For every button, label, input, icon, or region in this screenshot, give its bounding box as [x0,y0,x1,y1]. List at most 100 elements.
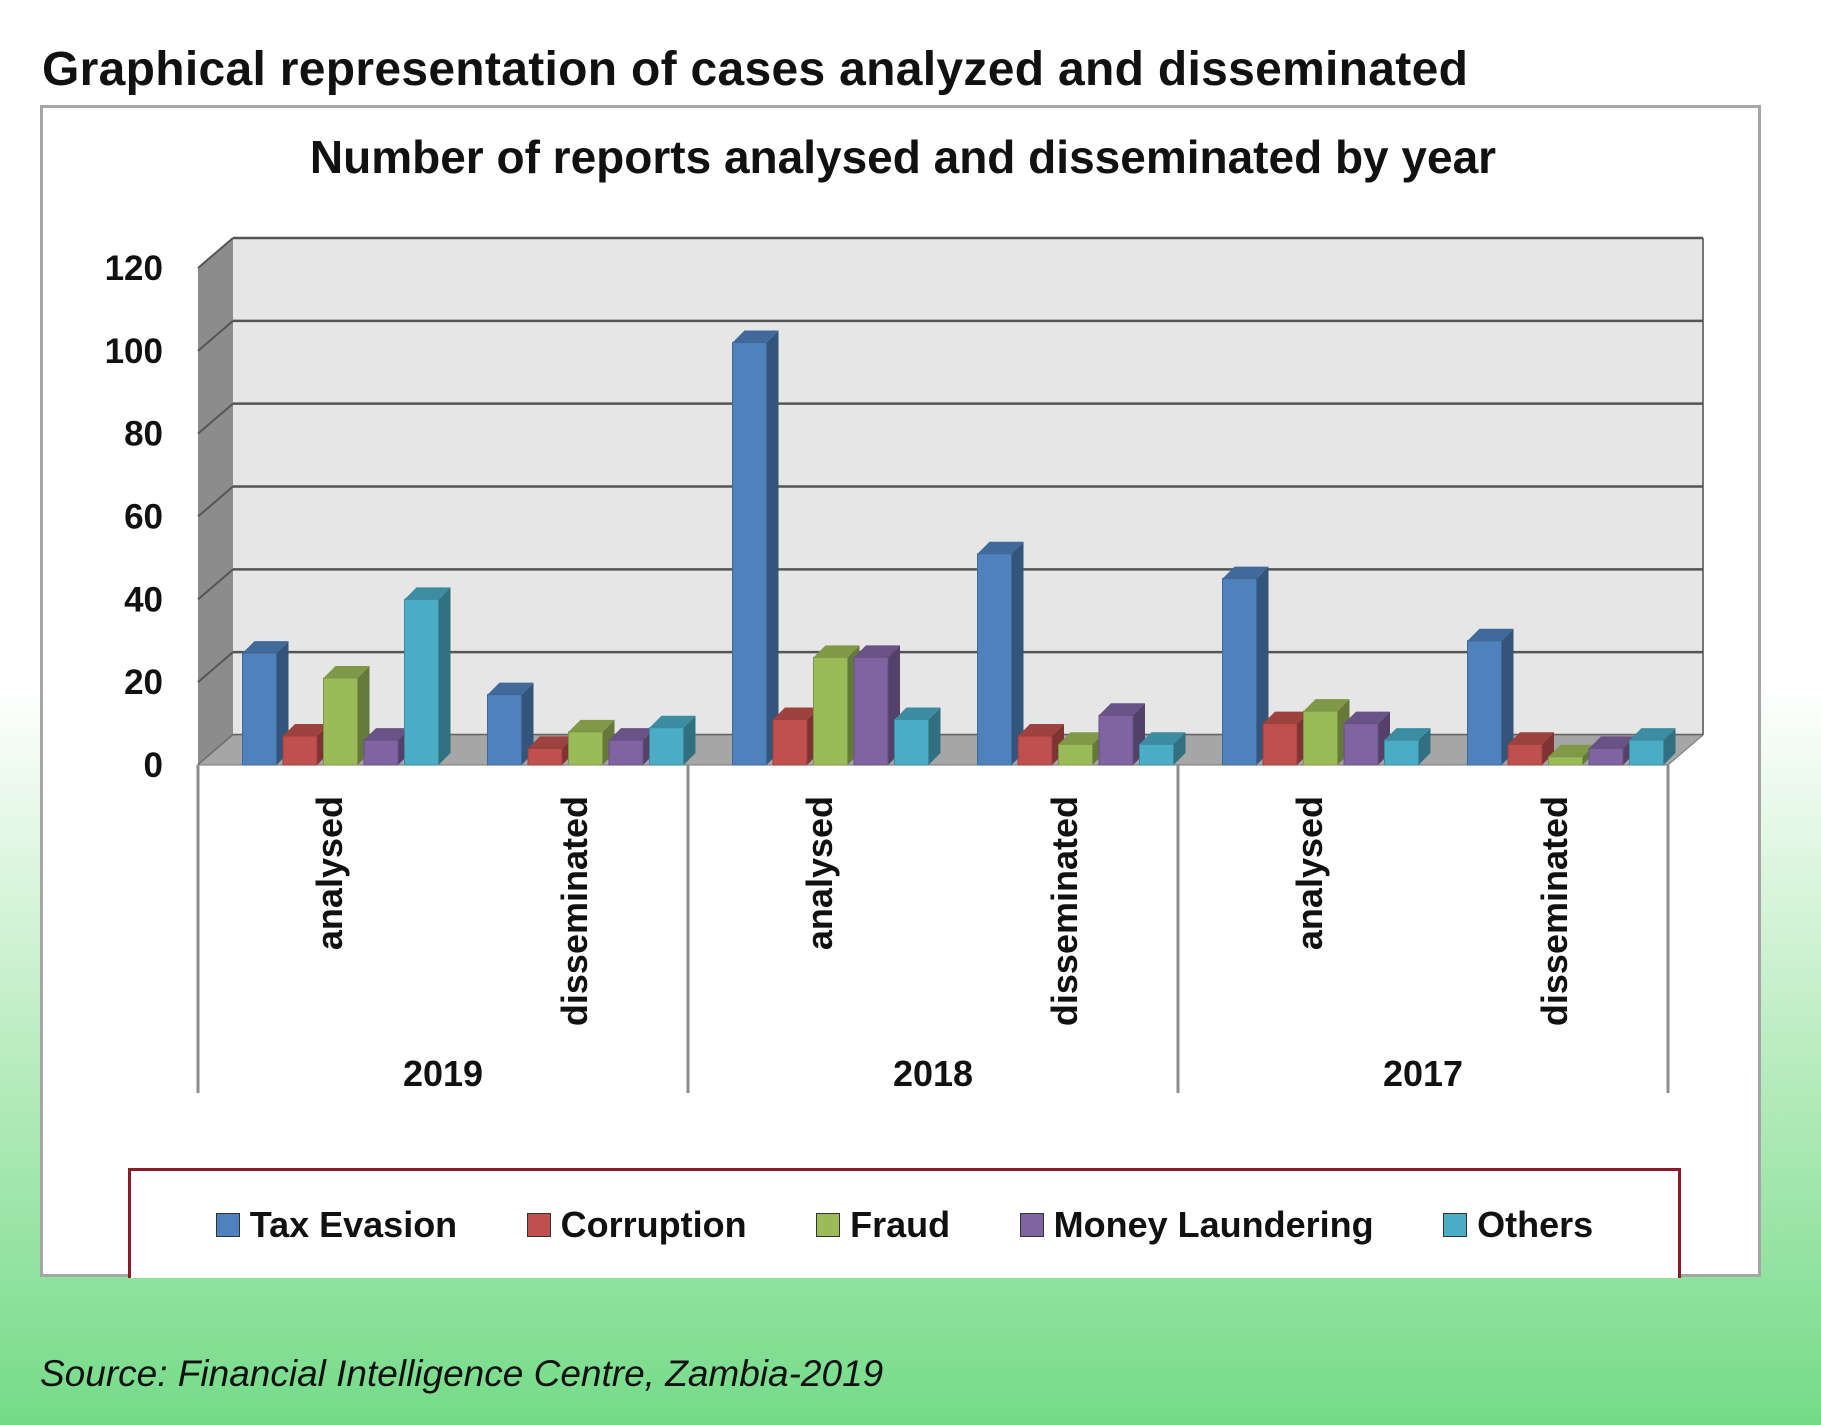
bar [1058,743,1093,766]
gridline-side [197,568,234,601]
gridline-side [197,402,234,435]
bar-top [854,645,900,658]
legend-swatch [526,1212,551,1237]
bar-side [1663,728,1676,765]
bar [568,731,603,766]
legend-item: Corruption [526,1203,747,1246]
bar-top [1018,724,1064,737]
bar-side [438,587,451,765]
legend-label: Fraud [850,1203,951,1245]
bar-top [894,707,941,720]
x-group-label: 2018 [893,1053,973,1094]
y-tick-label: 120 [105,249,163,288]
bar-top [1548,744,1595,757]
bar-side [1256,566,1269,765]
bar [1467,640,1502,766]
bar [649,727,684,766]
x-subcategory-label: analysed [799,796,840,950]
bar [1139,743,1174,766]
x-subcategory-label: disseminated [1044,796,1085,1026]
legend-label: Corruption [560,1203,747,1245]
bar [242,652,277,766]
bar-chart: Number of reports analysed and dissemina… [105,131,1705,1094]
bar-top [773,707,819,720]
y-tick-label: 80 [124,415,163,454]
bar [894,718,929,766]
bar-top [487,682,534,695]
bar [1222,578,1257,766]
bar-side [928,707,941,765]
bar-side [1501,628,1514,765]
bar [1017,735,1053,766]
x-group-label: 2019 [403,1053,483,1094]
bar-top [1384,728,1431,741]
bar [608,739,644,766]
bar-top [1303,699,1350,712]
bar [772,718,808,766]
bar-top [1467,628,1514,641]
legend-item: Fraud [816,1204,950,1246]
bar [1384,739,1419,766]
bar-side [683,715,696,765]
bar [1262,723,1298,766]
bar-top [1589,736,1635,749]
x-subcategory-label: disseminated [1534,796,1575,1026]
gridline-side [197,237,234,269]
page-heading: Graphical representation of cases analyz… [42,43,1469,96]
chart-title: Number of reports analysed and dissemina… [310,131,1496,183]
bar [1303,710,1338,766]
legend-label: Money Laundering [1053,1203,1374,1245]
chart-frame: Number of reports analysed and dissemina… [40,105,1761,1277]
bar [1588,747,1624,766]
gridline-side [197,651,234,683]
bar-top [1139,732,1186,745]
bar-side [766,330,779,765]
legend-swatch [1019,1212,1044,1237]
bar-top [609,728,655,741]
bar-top [283,724,329,737]
bar-side [521,682,534,765]
x-subcategory-label: analysed [309,796,350,950]
bar [813,656,848,766]
legend-swatch [1443,1212,1468,1237]
bar [363,739,399,766]
bar-top [568,719,615,732]
bar [527,747,563,766]
bar-top [364,728,410,741]
bar [1548,756,1583,766]
bar [977,553,1012,766]
bar-side [1542,732,1554,765]
legend-item: Money Laundering [1019,1203,1374,1246]
bar-top [1058,732,1105,745]
bar [323,677,358,766]
legend-swatch [215,1212,240,1237]
bar-top [732,330,779,343]
bar [487,694,522,766]
bar-top [1222,566,1269,579]
bar-side [1173,732,1186,765]
legend-label: Others [1477,1203,1594,1245]
chart-legend: Tax Evasion Corruption Fraud Money Launderi… [128,1168,1681,1278]
bar [1098,714,1134,766]
legend-item: Others [1443,1204,1593,1246]
bar-top [1344,711,1390,724]
x-group-label: 2017 [1383,1053,1463,1094]
bar [1343,723,1379,766]
bar [1507,743,1543,766]
x-subcategory-label: analysed [1289,796,1330,950]
bar-top [1099,703,1145,716]
bar-top [649,715,696,728]
y-tick-label: 0 [144,746,163,785]
bar-top [404,587,451,600]
gridline-side [197,485,234,518]
bar-top [528,736,574,749]
bar-top [1629,728,1676,741]
bar [1629,739,1664,766]
y-tick-label: 60 [124,498,163,537]
legend-item: Tax Evasion [215,1204,457,1246]
bar-top [813,645,860,658]
gridline-side [197,320,234,352]
bar-top [1508,732,1554,745]
y-tick-label: 20 [124,663,163,702]
x-subcategory-label: disseminated [554,796,595,1026]
